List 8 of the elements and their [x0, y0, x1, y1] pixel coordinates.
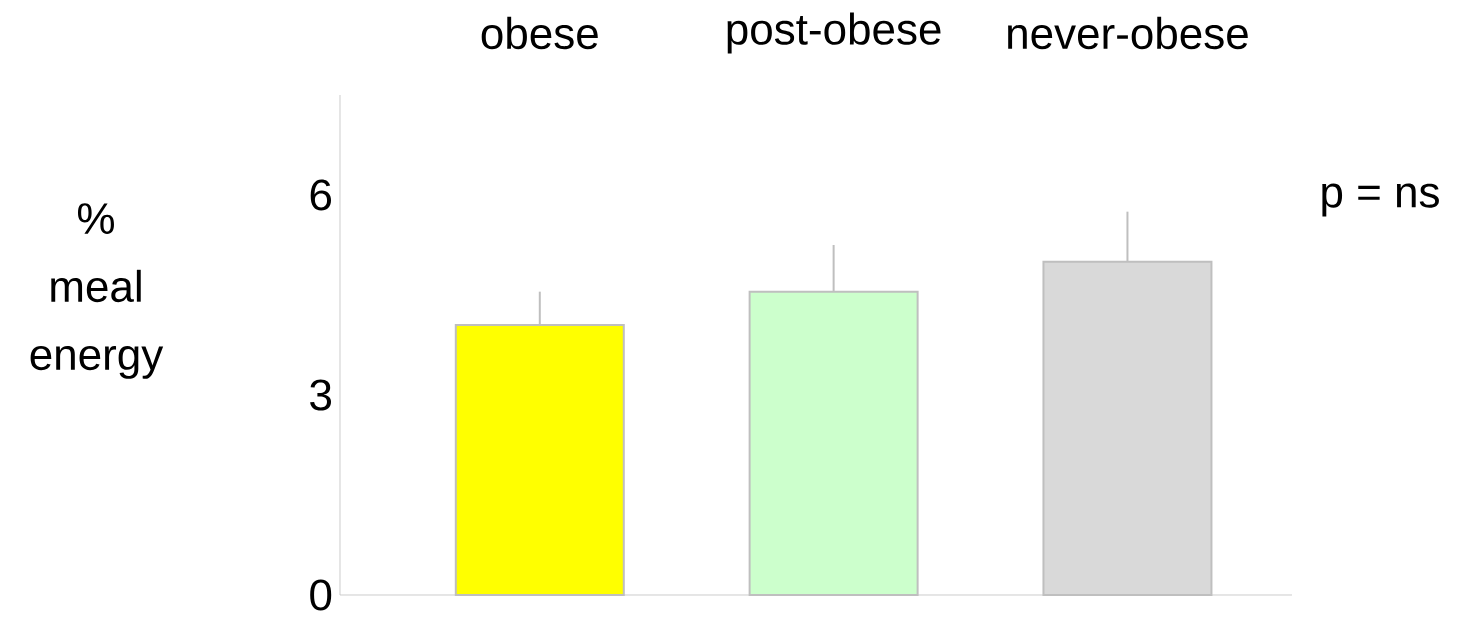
y-tick-label: 0 — [310, 579, 332, 611]
x-tick-label: post-obese — [727, 12, 941, 54]
text: p = ns — [1322, 183, 1439, 217]
x-tick-label: never-obese — [1008, 16, 1248, 50]
y-axis-title: % meal energy — [30, 203, 164, 379]
y-tick-label: 3 — [310, 379, 332, 411]
x-tick-label: obese — [481, 16, 598, 50]
y-tick-label: 6 — [310, 179, 332, 211]
